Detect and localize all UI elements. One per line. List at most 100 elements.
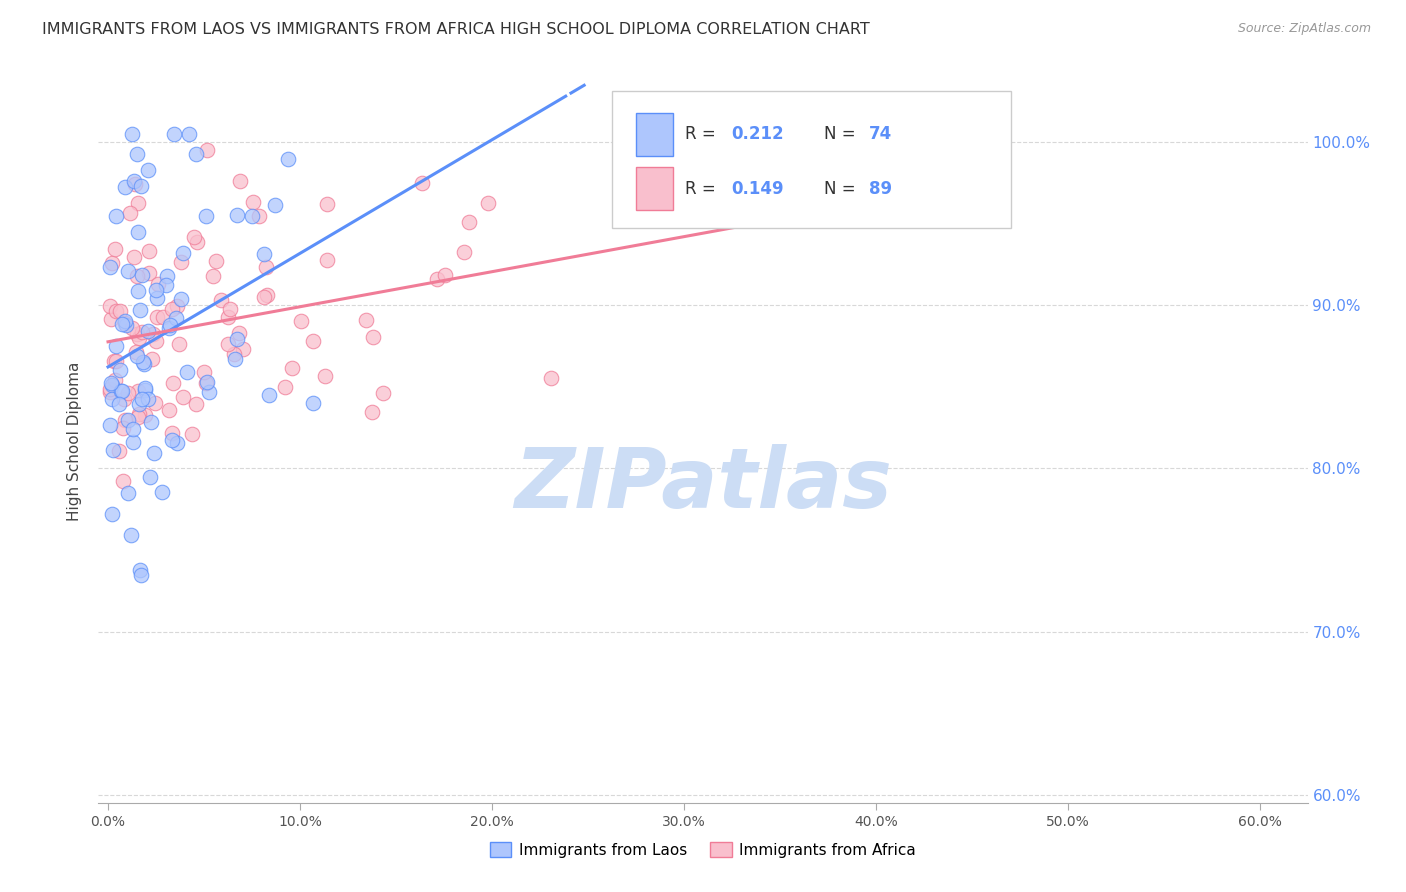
Point: [148, 277, 170, 291]
Point: [138, 470, 160, 484]
Point: [434, 268, 457, 282]
Point: [134, 357, 156, 371]
Point: [166, 435, 188, 450]
Point: [254, 260, 277, 275]
Point: [124, 177, 146, 191]
Point: [253, 290, 276, 304]
Point: [205, 254, 228, 268]
Point: [160, 434, 183, 448]
Point: [128, 331, 150, 345]
Point: [122, 422, 145, 436]
Point: [156, 269, 179, 284]
Point: [172, 390, 194, 404]
Text: R =: R =: [685, 179, 721, 198]
Point: [228, 174, 250, 188]
Point: [114, 413, 136, 427]
Point: [111, 384, 134, 398]
Point: [142, 446, 165, 460]
Point: [163, 127, 186, 141]
Point: [127, 409, 149, 424]
Text: 74: 74: [869, 126, 891, 144]
Point: [166, 299, 188, 313]
Point: [145, 334, 167, 348]
Point: [180, 427, 202, 442]
Text: 0.149: 0.149: [731, 179, 783, 198]
Point: [360, 404, 382, 418]
Point: [540, 371, 562, 385]
Point: [98, 382, 121, 396]
Point: [129, 563, 152, 577]
Point: [103, 442, 125, 457]
Point: [100, 311, 122, 326]
Point: [201, 269, 224, 284]
Point: [242, 194, 264, 209]
Point: [186, 235, 208, 250]
Point: [143, 395, 166, 409]
Point: [129, 179, 152, 194]
Point: [198, 385, 221, 400]
Point: [131, 568, 153, 582]
Point: [125, 268, 148, 283]
Legend: Immigrants from Laos, Immigrants from Africa: Immigrants from Laos, Immigrants from Af…: [484, 836, 922, 863]
FancyBboxPatch shape: [637, 167, 672, 211]
Point: [157, 321, 180, 335]
FancyBboxPatch shape: [613, 91, 1011, 228]
Point: [108, 443, 131, 458]
Point: [98, 385, 121, 400]
Point: [114, 314, 136, 328]
Point: [122, 250, 145, 264]
Point: [107, 396, 129, 410]
Point: [361, 330, 384, 344]
Point: [280, 361, 302, 376]
Point: [183, 230, 205, 244]
Point: [253, 247, 276, 261]
Point: [134, 381, 156, 395]
Point: [117, 386, 139, 401]
Point: [453, 245, 475, 260]
Point: [120, 527, 142, 541]
Point: [136, 163, 159, 178]
Point: [105, 354, 128, 368]
Point: [112, 392, 135, 407]
Point: [152, 310, 174, 325]
Point: [117, 486, 139, 500]
Point: [302, 396, 325, 410]
Point: [115, 318, 138, 333]
Point: [112, 474, 135, 488]
Point: [458, 215, 481, 229]
Point: [219, 301, 242, 316]
Point: [159, 318, 181, 332]
Point: [138, 266, 160, 280]
Point: [226, 208, 249, 222]
Point: [184, 396, 207, 410]
Point: [247, 209, 270, 223]
Point: [117, 413, 139, 427]
Point: [290, 313, 312, 327]
Text: 0.212: 0.212: [731, 126, 783, 144]
Point: [136, 324, 159, 338]
Point: [217, 337, 239, 351]
Point: [184, 147, 207, 161]
Point: [98, 418, 121, 433]
Point: [101, 256, 124, 270]
Point: [224, 351, 246, 366]
Point: [146, 310, 169, 324]
Point: [101, 377, 124, 392]
Point: [100, 392, 122, 406]
Point: [127, 284, 149, 298]
Point: [274, 380, 297, 394]
Point: [125, 350, 148, 364]
Point: [120, 206, 142, 220]
Point: [256, 288, 278, 302]
Point: [128, 396, 150, 410]
Y-axis label: High School Diploma: High School Diploma: [67, 362, 83, 521]
Point: [316, 197, 339, 211]
Point: [194, 210, 217, 224]
Point: [127, 195, 149, 210]
Point: [121, 321, 143, 335]
Point: [131, 268, 153, 283]
Point: [195, 375, 218, 389]
Point: [314, 369, 336, 384]
Point: [98, 260, 121, 275]
Point: [162, 376, 184, 391]
